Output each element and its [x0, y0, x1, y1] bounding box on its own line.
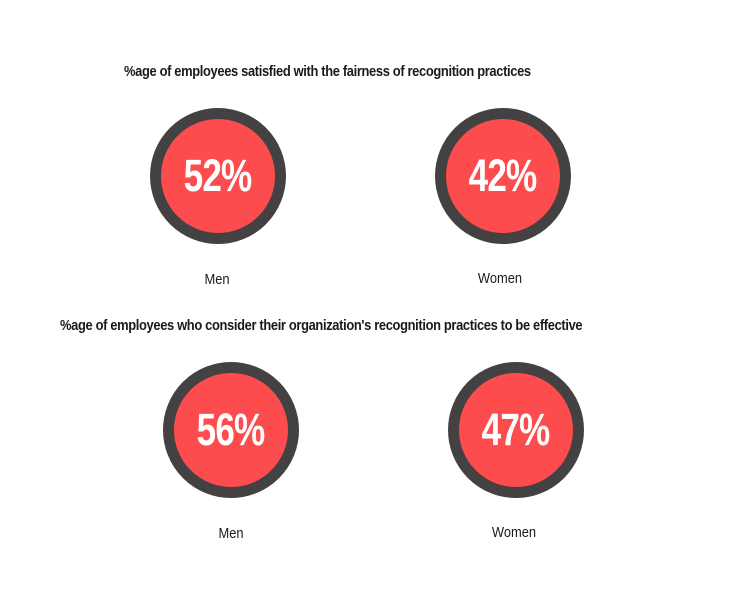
stat-label-women-satisfied: Women	[477, 270, 523, 287]
stat-value-women-effective: 47%	[482, 404, 551, 455]
stat-value-women-satisfied: 42%	[469, 150, 538, 201]
stat-label-men-satisfied: Men	[204, 271, 230, 288]
stat-circle-women-satisfied: 42%	[435, 108, 571, 244]
stat-circle-men-effective: 56%	[163, 362, 299, 498]
stat-label-men-effective: Men	[218, 525, 244, 542]
chart-2-title: %age of employees who consider their org…	[60, 317, 583, 334]
stat-label-women-effective: Women	[491, 524, 537, 541]
stat-value-men-satisfied: 52%	[184, 150, 253, 201]
chart-1-title: %age of employees satisfied with the fai…	[124, 63, 531, 80]
stat-value-men-effective: 56%	[197, 404, 266, 455]
stat-circle-men-satisfied: 52%	[150, 108, 286, 244]
stat-circle-women-effective: 47%	[448, 362, 584, 498]
